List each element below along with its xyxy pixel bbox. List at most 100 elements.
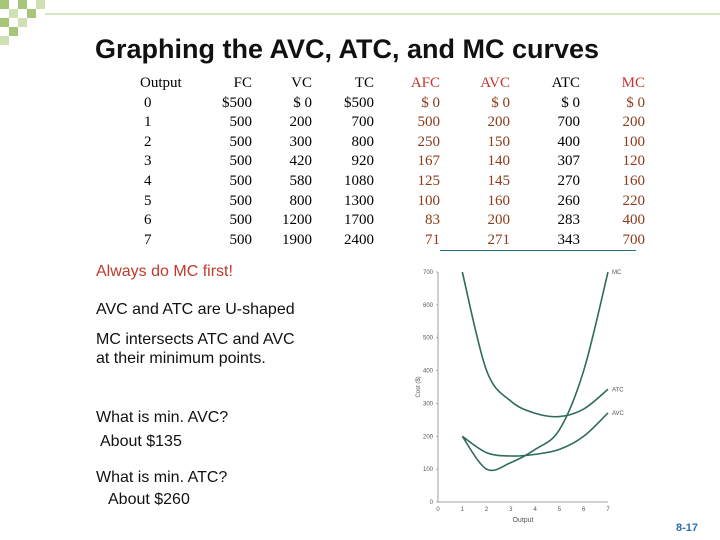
page-number: 8-17 (675, 522, 698, 534)
table-row: 6 500 1200 1700 83 200 283 400 (140, 211, 655, 231)
table-row: 4 500 580 1080 125 145 270 160 (140, 172, 655, 192)
table-cell: 500 (229, 192, 253, 209)
table-cell: 200 (487, 212, 511, 229)
y-tick-label: 200 (423, 434, 434, 440)
table-cell: 200 (289, 114, 313, 131)
table-cell: 250 (417, 133, 441, 150)
table-cell: 3 (144, 153, 152, 170)
table-cell: $ 0 (561, 94, 580, 111)
y-tick-label: 400 (423, 369, 434, 375)
table-row: 0 $500 $ 0 $500 $ 0 $ 0 $ 0 $ 0 (140, 94, 655, 114)
table-cell: 100 (417, 192, 441, 209)
table-cell: $ 0 (626, 94, 645, 111)
table-cell: 260 (557, 192, 581, 209)
table-cell: 1300 (344, 192, 374, 209)
table-cell: 1200 (282, 212, 312, 229)
y-tick-label: 300 (423, 401, 434, 407)
table-cell: 150 (487, 133, 511, 150)
note-intersection: MC intersects ATC and AVC at their minim… (96, 331, 295, 367)
cost-curves-chart: 0 100 200 300 400 500 600 700 0 1 2 3 4 5 6 7 Output Cost… (416, 270, 625, 524)
table-cell: 343 (557, 231, 581, 248)
table-cell: 307 (557, 153, 581, 170)
table-cell: 1080 (344, 172, 374, 189)
table-cell: 500 (229, 133, 253, 150)
table-cell: $ 0 (421, 94, 440, 111)
series-line-atc (461, 271, 609, 418)
table-cell: 220 (622, 192, 646, 209)
note-min-avc-question: What is min. AVC? (96, 409, 229, 426)
table-cell: 125 (417, 172, 441, 189)
table-cell: 1700 (344, 212, 374, 229)
table-cell: 500 (229, 153, 253, 170)
table-cell: 500 (417, 114, 441, 131)
x-tick-label: 4 (533, 507, 537, 513)
corner-decoration (18, 18, 27, 27)
y-axis-label: Cost ($) (416, 376, 422, 397)
table-cell: 700 (557, 114, 581, 131)
x-tick-label: 1 (461, 507, 465, 513)
y-tick-label: 100 (423, 467, 434, 473)
table-cell: 920 (351, 153, 375, 170)
series-label-atc: ATC (612, 387, 624, 393)
x-tick-label: 6 (582, 507, 586, 513)
table-cell: 500 (229, 231, 253, 248)
table-cell: 120 (622, 153, 646, 170)
series-line-avc (461, 412, 609, 457)
x-tick-label: 2 (485, 507, 489, 513)
table-cell: 1 (144, 114, 152, 131)
column-header: VC (291, 75, 312, 91)
series-line-mc (461, 271, 609, 472)
corner-decoration (9, 9, 18, 18)
table-cell: 700 (351, 114, 375, 131)
y-tick-label: 0 (430, 500, 434, 506)
table-cell: 7 (144, 231, 152, 248)
table-underline (440, 250, 636, 251)
table-cell: 300 (289, 133, 313, 150)
table-header-row: Output FC VC TC AFC AVC ATC MC (140, 70, 655, 94)
table-cell: 400 (557, 133, 581, 150)
table-row: 7 500 1900 2400 71 271 343 700 (140, 231, 655, 251)
table-cell: 160 (622, 172, 646, 189)
table-cell: 700 (622, 231, 646, 248)
table-cell: 271 (487, 231, 511, 248)
table-cell: 283 (557, 212, 581, 229)
table-cell: $500 (222, 94, 252, 111)
table-cell: 500 (229, 212, 253, 229)
corner-decoration (18, 0, 27, 9)
column-header: AFC (410, 75, 440, 91)
table-cell: 2 (144, 133, 152, 150)
table-cell: 420 (289, 153, 313, 170)
table-cell: 167 (417, 153, 441, 170)
y-tick-label: 500 (423, 336, 434, 342)
table-cell: 800 (289, 192, 313, 209)
table-row: 3 500 420 920 167 140 307 120 (140, 152, 655, 172)
table-cell: 500 (229, 172, 253, 189)
column-header: AVC (480, 75, 510, 91)
table-cell: $500 (344, 94, 374, 111)
note-mc-first: Always do MC first! (96, 263, 233, 280)
y-tick-label: 700 (423, 270, 434, 276)
column-header: ATC (551, 75, 580, 91)
table-cell: 6 (144, 212, 152, 229)
note-u-shaped: AVC and ATC are U-shaped (96, 301, 295, 318)
table-cell: 145 (487, 172, 511, 189)
corner-decoration (0, 18, 9, 27)
table-cell: 400 (622, 212, 646, 229)
y-tick-label: 600 (423, 303, 434, 309)
table-cell: 0 (144, 94, 152, 111)
note-min-atc-answer: About $260 (108, 491, 190, 508)
table-cell: 800 (351, 133, 375, 150)
table-cell: 100 (622, 133, 646, 150)
table-body: 0 $500 $ 0 $500 $ 0 $ 0 $ 0 $ 0 1 500 200 700 500 200… (140, 94, 655, 251)
x-tick-label: 5 (558, 507, 562, 513)
corner-decoration (0, 0, 9, 9)
x-tick-label: 0 (436, 507, 440, 513)
table-cell: 160 (487, 192, 511, 209)
corner-decoration (36, 0, 45, 9)
column-header: FC (233, 75, 252, 91)
note-min-atc-question: What is min. ATC? (96, 469, 228, 486)
table-row: 2 500 300 800 250 150 400 100 (140, 133, 655, 153)
table-cell: $ 0 (293, 94, 312, 111)
column-header: TC (354, 75, 374, 91)
slide-title: Graphing the AVC, ATC, and MC curves (95, 34, 600, 64)
